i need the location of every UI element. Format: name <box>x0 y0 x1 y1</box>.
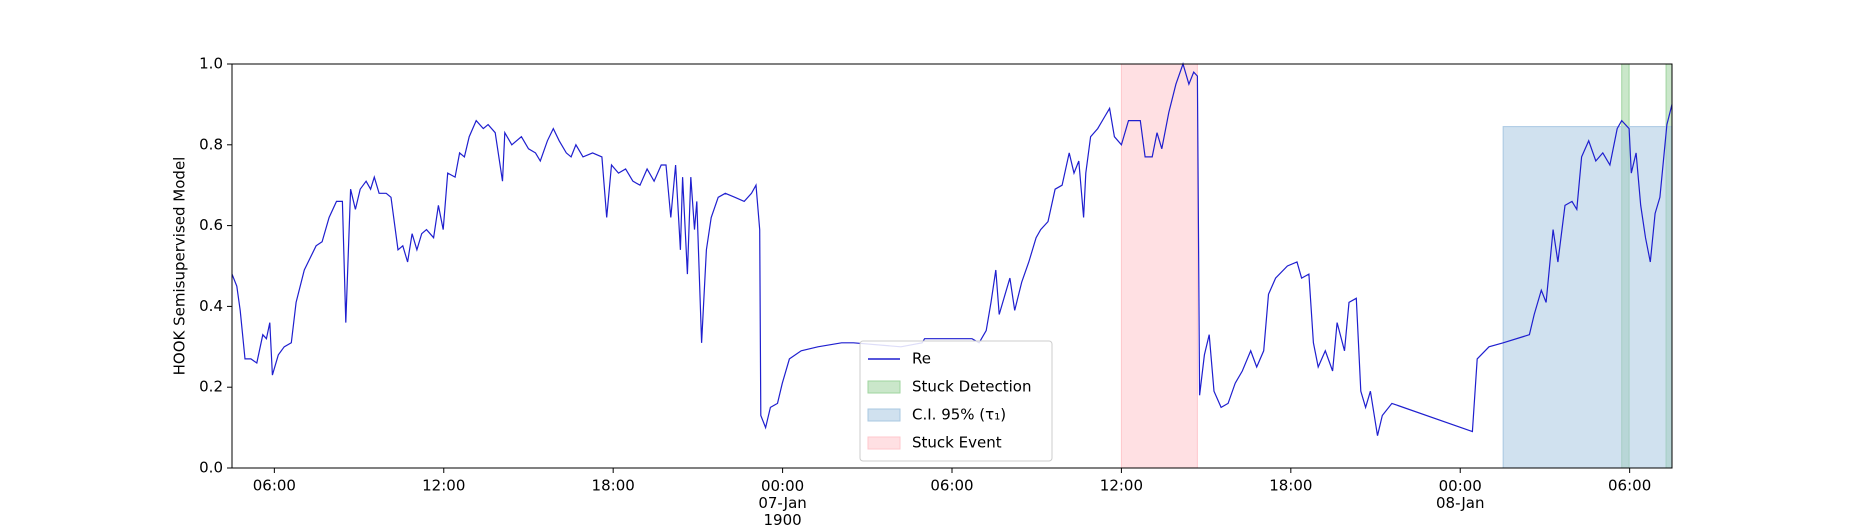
y-tick-label: 0.2 <box>199 378 223 396</box>
y-tick-label: 0.8 <box>199 135 223 153</box>
legend-label: Stuck Detection <box>912 378 1031 396</box>
x-tick-label: 00:00 07-Jan 1900 <box>758 477 806 525</box>
legend-label: Re <box>912 350 931 368</box>
legend-patch <box>867 380 901 394</box>
x-tick-label: 12:00 <box>1100 477 1143 495</box>
x-tick-label: 06:00 <box>253 477 296 495</box>
legend-label: Stuck Event <box>912 434 1002 452</box>
x-tick-label: 00:00 08-Jan <box>1436 477 1484 512</box>
span <box>1502 126 1673 469</box>
legend-box <box>859 340 1053 462</box>
x-tick-label: 18:00 <box>1269 477 1312 495</box>
x-tick-label: 06:00 <box>1608 477 1651 495</box>
legend-patch <box>867 408 901 422</box>
y-axis-label: HOOK Semisupervised Model <box>171 157 189 376</box>
x-tick-label: 06:00 <box>930 477 973 495</box>
legend: Re Stuck Detection C.I. 95% (τ₁) Stuck Even… <box>859 340 1053 462</box>
x-tick-label: 12:00 <box>422 477 465 495</box>
legend-patch <box>867 436 901 450</box>
y-tick-label: 0.6 <box>199 216 223 234</box>
y-tick-label: 0.4 <box>199 297 223 315</box>
y-tick-label: 1.0 <box>199 55 223 73</box>
y-tick-label: 0.0 <box>199 459 223 477</box>
legend-label: C.I. 95% (τ₁) <box>912 406 1006 424</box>
x-tick-label: 18:00 <box>592 477 635 495</box>
span <box>1120 63 1198 469</box>
